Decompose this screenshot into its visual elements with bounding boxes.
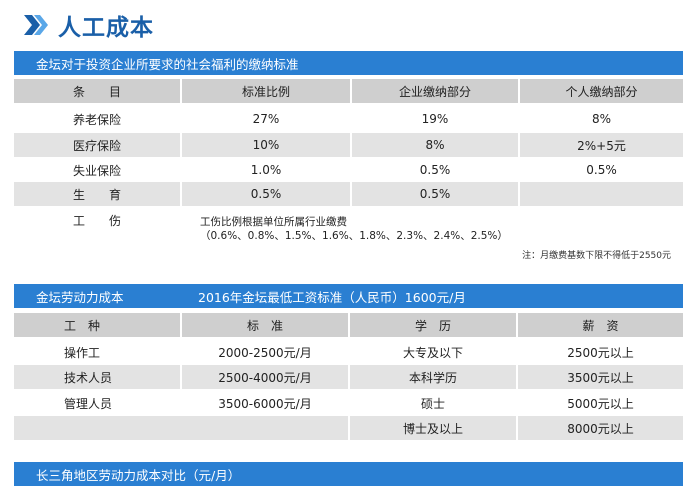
section-comparison-band: 长三角地区劳动力成本对比（元/月）: [14, 462, 683, 486]
table-cell-ratio: 1.0%: [250, 163, 282, 177]
table-cell-salary: 8000元以上: [518, 416, 683, 440]
table-cell-item: 生 育: [14, 182, 180, 206]
col-header-company: 企业缴纳部分: [352, 79, 518, 103]
table-cell-standard: 3500-6000元/月: [218, 396, 312, 411]
section-welfare-band: 金坛对于投资企业所要求的社会福利的缴纳标准: [14, 51, 683, 75]
table-cell-item: 失业保险: [72, 163, 121, 178]
table-cell-standard: 2000-2500元/月: [218, 345, 312, 360]
table-cell-company: 0.5%: [419, 163, 451, 177]
table-cell-item: 工 伤: [72, 213, 121, 228]
table-cell-company: 0.5%: [352, 182, 518, 206]
table-cell-education: 本科学历: [350, 365, 516, 389]
footnote: 注：月缴费基数下限不得低于2550元: [522, 251, 671, 261]
col-header-type: 工 种: [14, 313, 180, 337]
table-cell-personal: 2%+5元: [520, 133, 683, 157]
table-cell-education: 大专及以下: [402, 345, 463, 360]
table-cell-type: 操作工: [64, 345, 101, 360]
col-header-ratio: 标准比例: [182, 79, 350, 103]
section-welfare-title: 金坛对于投资企业所要求的社会福利的缴纳标准: [36, 56, 299, 72]
injury-description: 工伤比例根据单位所属行业缴费 （0.6%、0.8%、1.5%、1.6%、1.8%…: [200, 215, 508, 243]
table-cell-salary: 3500元以上: [518, 365, 683, 389]
page-title: 人工成本: [24, 8, 154, 42]
table-cell-ratio: 10%: [182, 133, 350, 157]
section-comparison-title: 长三角地区劳动力成本对比（元/月）: [36, 467, 241, 483]
table-cell-standard: 2500-4000元/月: [182, 365, 348, 389]
col-header-standard: 标 准: [182, 313, 348, 337]
page-title-text: 人工成本: [58, 15, 154, 41]
empty-cell: [14, 416, 348, 440]
table-cell-personal: [520, 182, 683, 206]
col-header-personal: 个人缴纳部分: [520, 79, 683, 103]
table-cell-salary: 2500元以上: [567, 345, 634, 360]
min-wage-label: 2016年金坛最低工资标准（人民币）1600元/月: [198, 289, 466, 305]
table-cell-ratio: 27%: [252, 112, 280, 126]
table-cell-ratio: 0.5%: [182, 182, 350, 206]
table-cell-type: 管理人员: [64, 396, 113, 411]
table-cell-education: 博士及以上: [350, 416, 516, 440]
table-cell-company: 19%: [421, 112, 449, 126]
table-cell-item: 医疗保险: [14, 133, 180, 157]
section-labor-band: 金坛劳动力成本 2016年金坛最低工资标准（人民币）1600元/月: [14, 284, 683, 308]
double-chevron-icon: [24, 15, 48, 35]
table-cell-company: 8%: [352, 133, 518, 157]
table-cell-item: 养老保险: [72, 112, 121, 127]
table-cell-personal: 8%: [591, 112, 612, 126]
col-header-salary: 薪 资: [518, 313, 683, 337]
table-cell-education: 硕士: [420, 396, 445, 411]
section-labor-title: 金坛劳动力成本: [36, 289, 124, 305]
col-header-education: 学 历: [350, 313, 516, 337]
table-cell-salary: 5000元以上: [567, 396, 634, 411]
table-cell-personal: 0.5%: [586, 163, 617, 177]
col-header-item: 条 目: [14, 79, 180, 103]
injury-rates: （0.6%、0.8%、1.5%、1.6%、1.8%、2.3%、2.4%、2.5%…: [200, 230, 508, 242]
table-cell-type: 技术人员: [14, 365, 180, 389]
injury-line: 工伤比例根据单位所属行业缴费: [200, 216, 347, 228]
